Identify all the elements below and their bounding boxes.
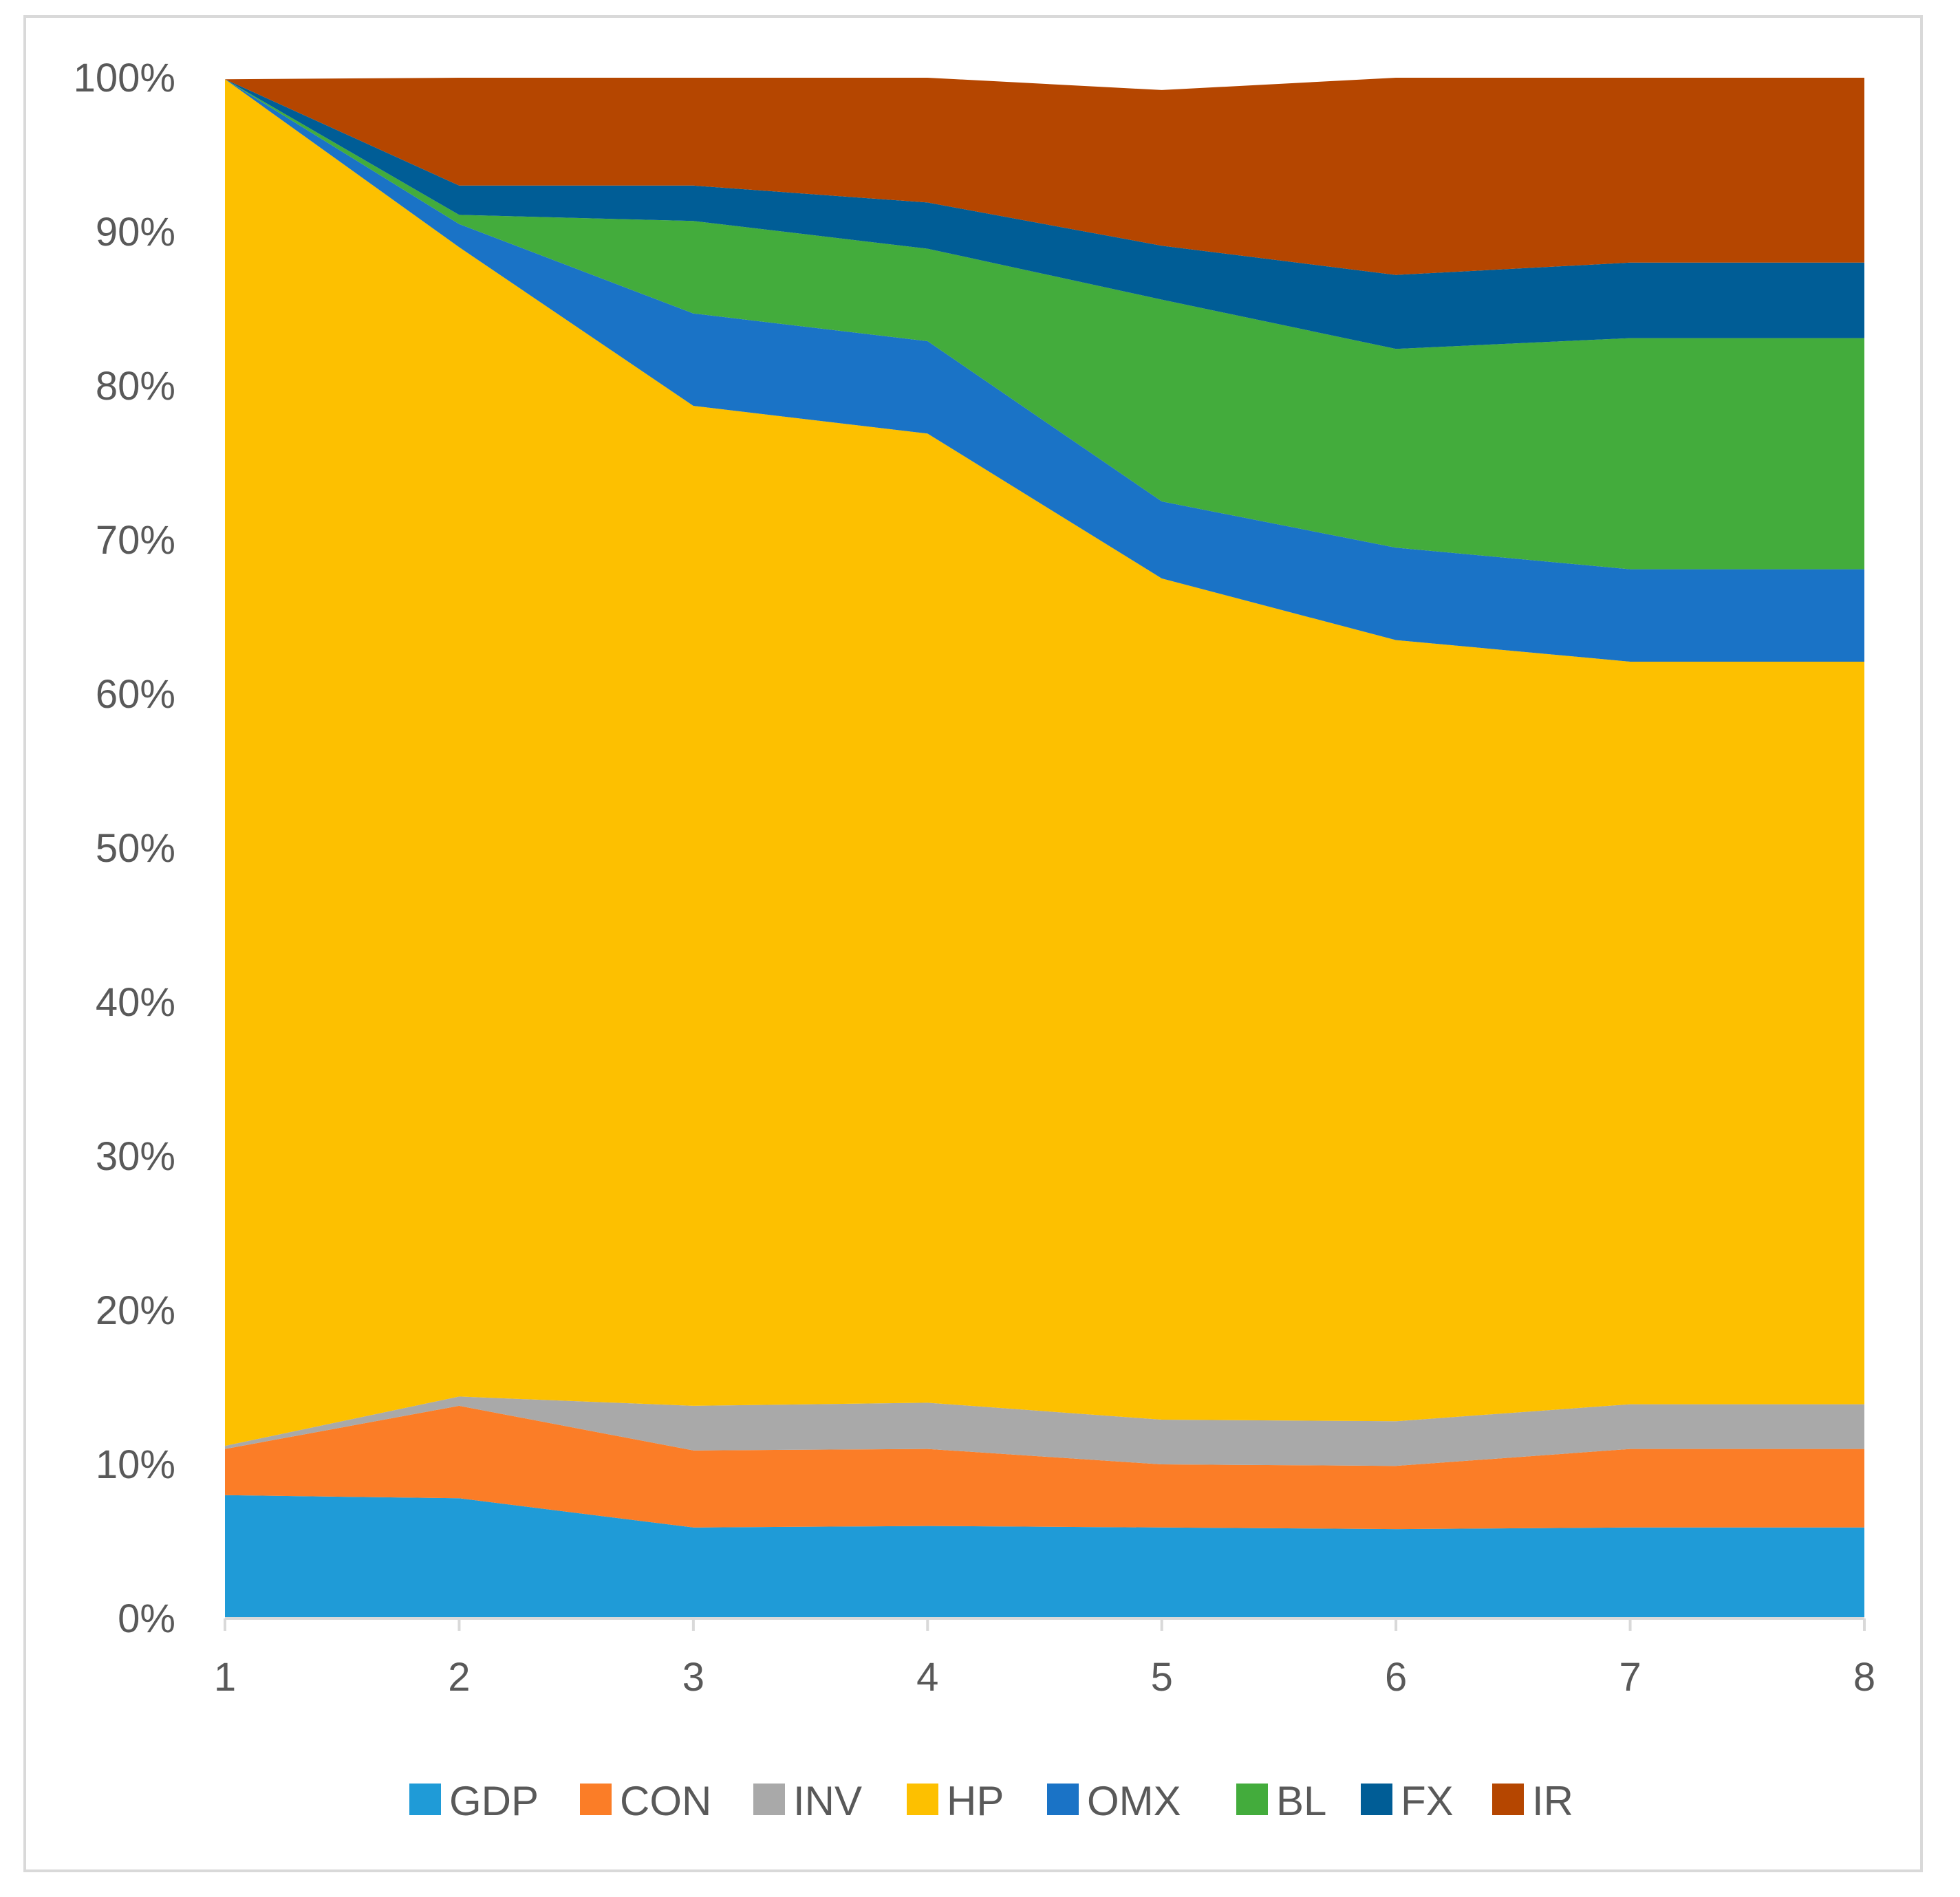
legend-item-fx: FX	[1361, 1778, 1454, 1824]
x-tick-label: 2	[448, 1655, 470, 1700]
y-tick-label: 20%	[96, 1288, 175, 1333]
y-tick-label: 90%	[96, 210, 175, 254]
legend-item-omx: OMX	[1047, 1778, 1181, 1824]
legend-item-hp: HP	[907, 1778, 1004, 1824]
legend-label: CON	[620, 1778, 711, 1824]
x-tick-label: 4	[916, 1655, 938, 1700]
y-axis-labels: 0% 10% 20% 30% 40% 50% 60% 70% 80% 90% 100%	[74, 56, 175, 1641]
y-tick-label: 40%	[96, 980, 175, 1025]
legend-item-bl: BL	[1236, 1778, 1326, 1824]
legend-swatch	[1492, 1784, 1524, 1815]
legend-label: BL	[1276, 1778, 1326, 1824]
area-ir	[225, 78, 1864, 275]
legend-label: FX	[1401, 1778, 1454, 1824]
legend-label: HP	[947, 1778, 1004, 1824]
legend-item-inv: INV	[753, 1778, 862, 1824]
legend-swatch	[1361, 1784, 1392, 1815]
area-omx	[225, 79, 1864, 662]
x-tick-label: 5	[1151, 1655, 1173, 1700]
legend-swatch	[907, 1784, 938, 1815]
y-tick-label: 0%	[118, 1596, 175, 1641]
legend-item-ir: IR	[1492, 1778, 1573, 1824]
x-axis-ticks	[224, 1618, 1866, 1631]
area-hp	[225, 79, 1864, 1446]
area-layer	[225, 78, 1864, 1618]
legend-swatch	[753, 1784, 785, 1815]
area-bl	[225, 79, 1864, 570]
area-inv	[225, 1396, 1864, 1466]
x-tick-label: 1	[214, 1655, 236, 1700]
legend-swatch	[1047, 1784, 1079, 1815]
legend-swatch	[580, 1784, 612, 1815]
x-tick-label: 6	[1385, 1655, 1407, 1700]
x-axis-labels: 1 2 3 4 5 6 7 8	[214, 1655, 1875, 1700]
legend-swatch	[1236, 1784, 1268, 1815]
legend-label: OMX	[1087, 1778, 1181, 1824]
legend-item-con: CON	[580, 1778, 711, 1824]
area-gdp	[225, 1495, 1864, 1618]
legend-label: GDP	[449, 1778, 539, 1824]
y-tick-label: 30%	[96, 1134, 175, 1179]
x-tick-label: 3	[682, 1655, 704, 1700]
area-con	[225, 1405, 1864, 1530]
y-tick-label: 60%	[96, 672, 175, 717]
legend-swatch	[409, 1784, 441, 1815]
area-fx	[225, 79, 1864, 349]
legend-label: IR	[1532, 1778, 1573, 1824]
legend-item-gdp: GDP	[409, 1778, 539, 1824]
y-tick-label: 100%	[74, 56, 175, 100]
y-tick-label: 10%	[96, 1442, 175, 1487]
y-tick-label: 50%	[96, 826, 175, 871]
x-tick-label: 8	[1853, 1655, 1875, 1700]
y-tick-label: 70%	[96, 518, 175, 563]
y-tick-label: 80%	[96, 364, 175, 409]
legend-label: INV	[793, 1778, 862, 1824]
legend: GDP CON INV HP OMX BL FX IR	[409, 1778, 1573, 1824]
x-tick-label: 7	[1619, 1655, 1641, 1700]
